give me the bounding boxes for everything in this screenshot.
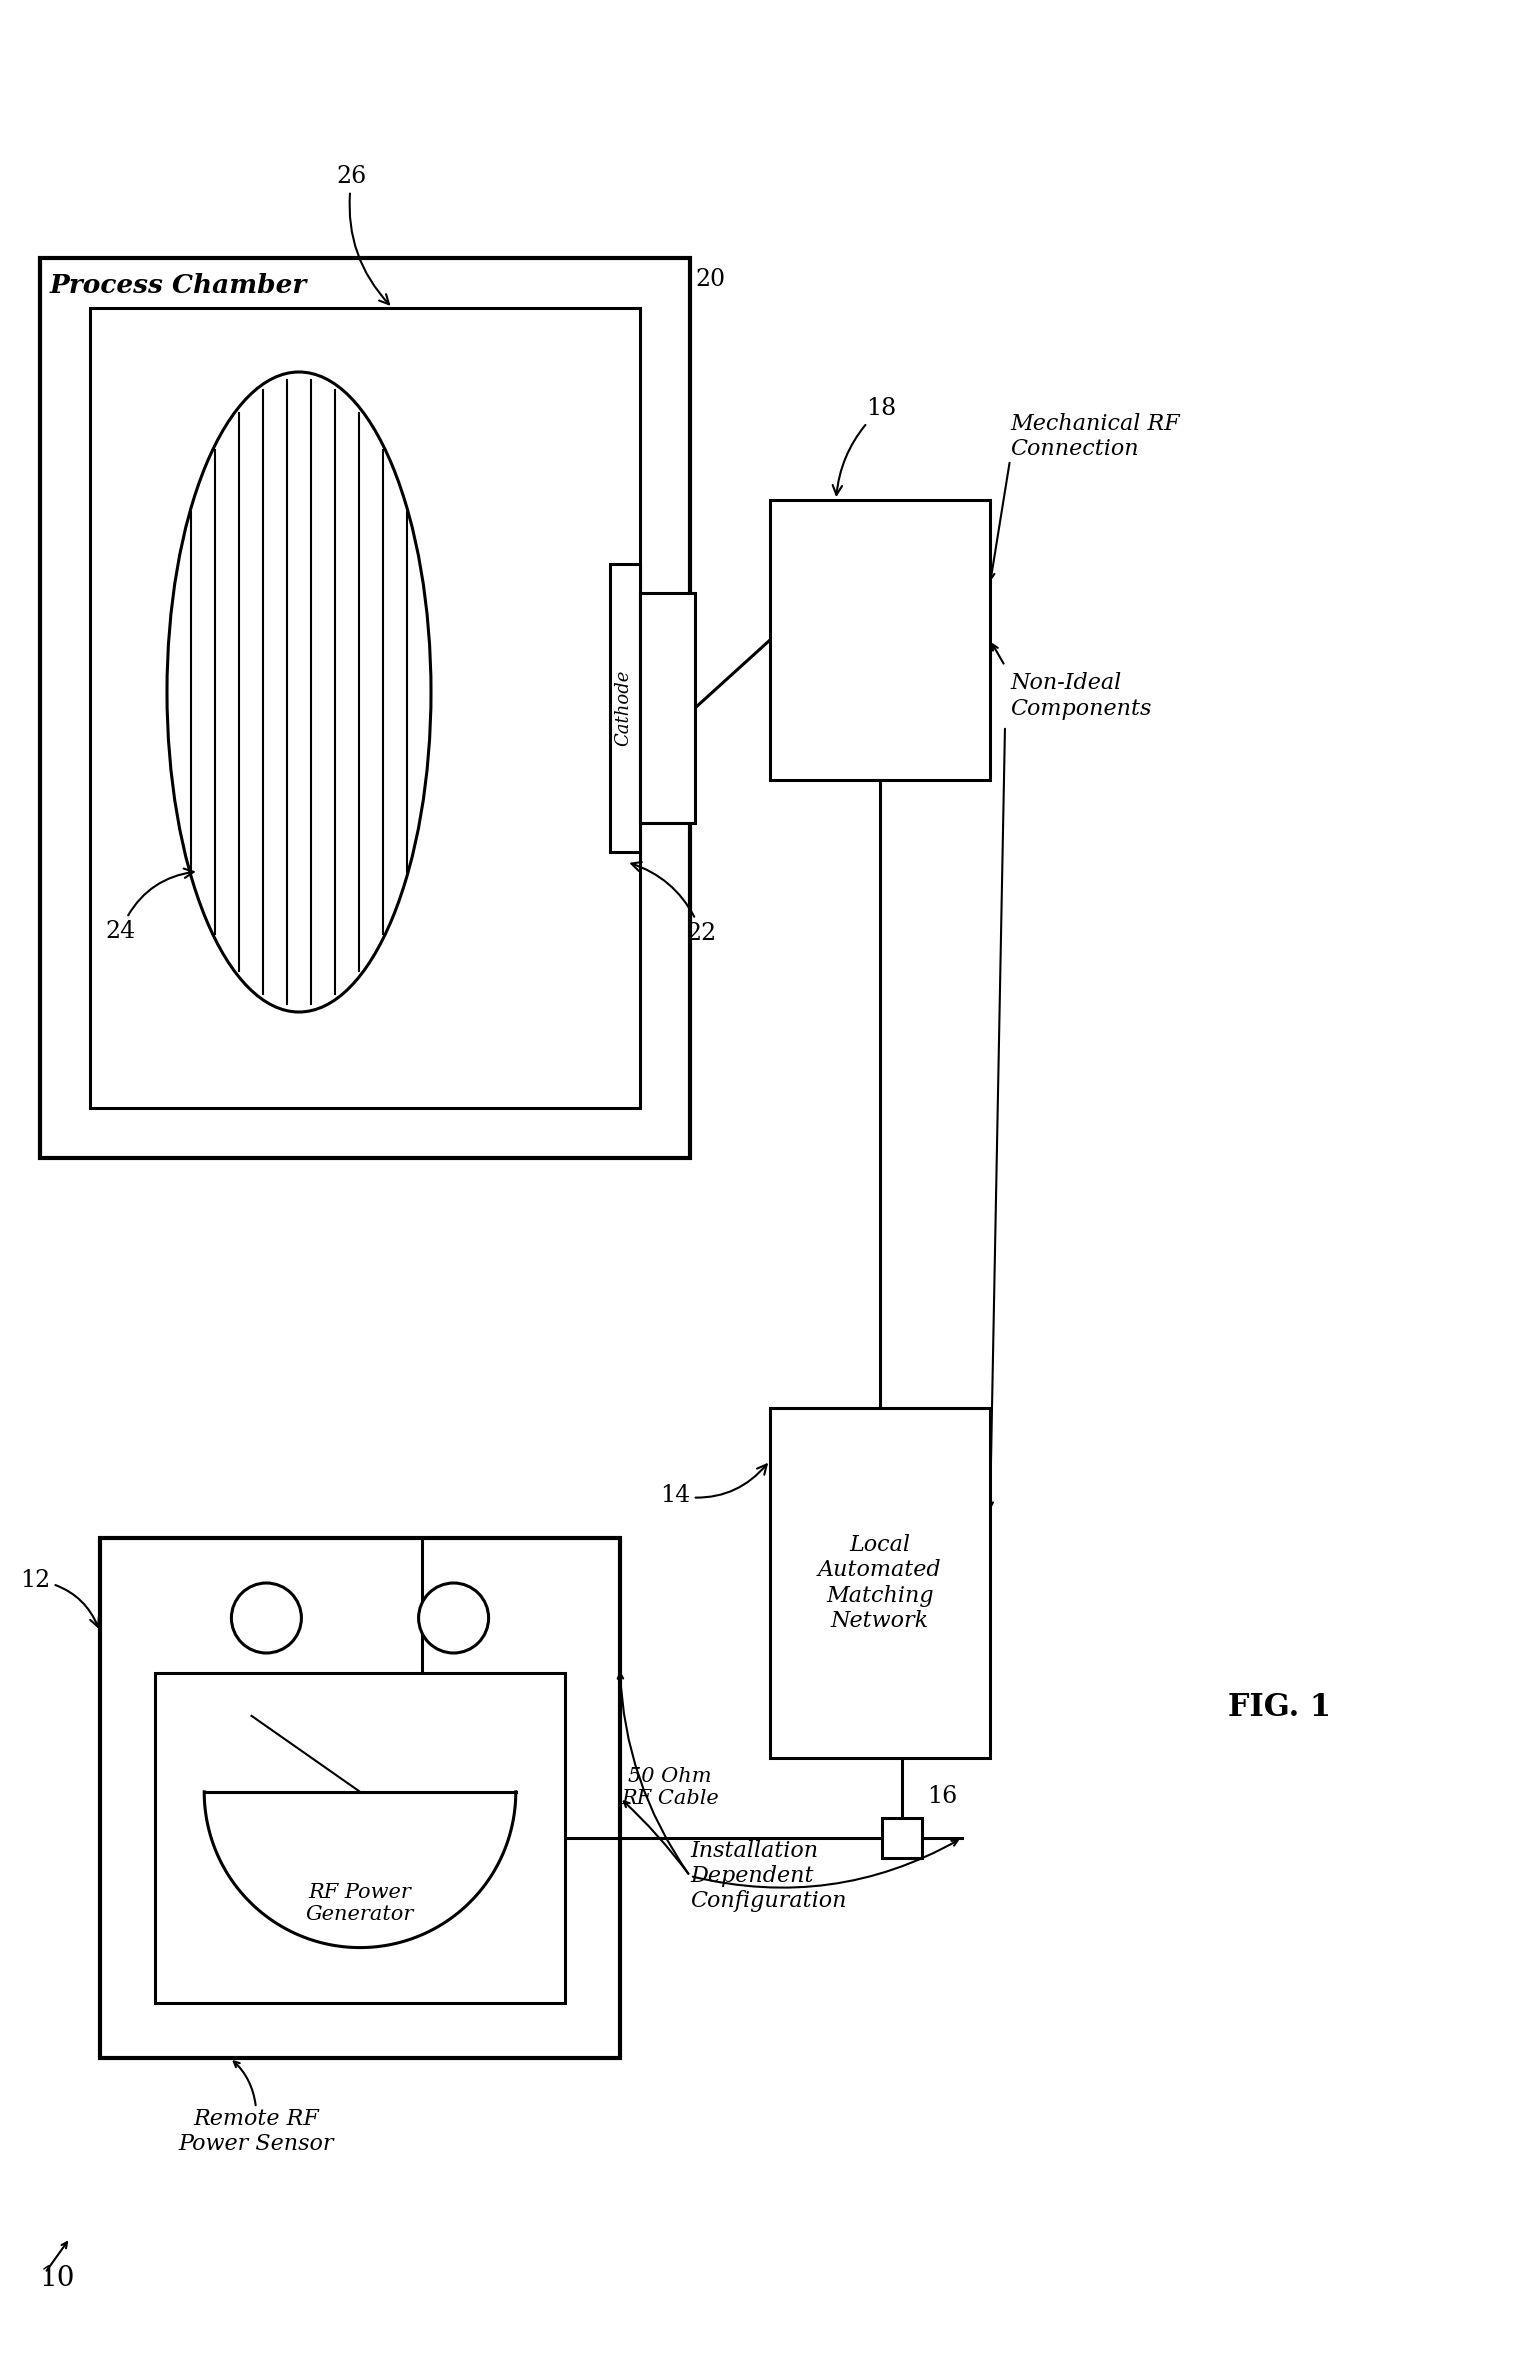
Bar	[882, 1818, 923, 1858]
Bar	[100, 1537, 620, 2059]
Bar	[610, 564, 640, 851]
Text: Remote RF
Power Sensor: Remote RF Power Sensor	[178, 2108, 334, 2155]
Text: Non-Ideal
Components: Non-Ideal Components	[1009, 672, 1151, 719]
Bar	[155, 1672, 565, 2002]
Text: 20: 20	[695, 269, 725, 290]
Circle shape	[231, 1582, 301, 1653]
Bar	[640, 592, 695, 823]
Text: 50 Ohm
RF Cable: 50 Ohm RF Cable	[622, 1768, 719, 1809]
Text: Mechanical RF
Connection: Mechanical RF Connection	[1009, 413, 1180, 460]
Text: Process Chamber: Process Chamber	[50, 274, 307, 297]
Bar	[771, 1408, 990, 1759]
Bar	[771, 500, 990, 780]
Text: 14: 14	[660, 1464, 766, 1507]
Circle shape	[418, 1582, 488, 1653]
Text: RF Power
Generator: RF Power Generator	[306, 1884, 413, 1924]
Text: 16: 16	[927, 1785, 958, 1809]
Bar	[40, 257, 690, 1158]
Text: 26: 26	[337, 165, 389, 304]
Ellipse shape	[167, 373, 432, 1012]
Text: Installation
Dependent
Configuration: Installation Dependent Configuration	[690, 1839, 847, 1912]
Text: Cathode: Cathode	[614, 670, 632, 745]
Text: 10: 10	[40, 2264, 76, 2292]
Text: 22: 22	[631, 863, 717, 946]
Text: FIG. 1: FIG. 1	[1228, 1693, 1332, 1724]
Text: 24: 24	[105, 868, 193, 943]
Bar	[90, 309, 640, 1108]
Text: 18: 18	[833, 396, 897, 495]
Text: Local
Automated
Matching
Network: Local Automated Matching Network	[818, 1535, 942, 1632]
Text: 12: 12	[20, 1568, 99, 1627]
